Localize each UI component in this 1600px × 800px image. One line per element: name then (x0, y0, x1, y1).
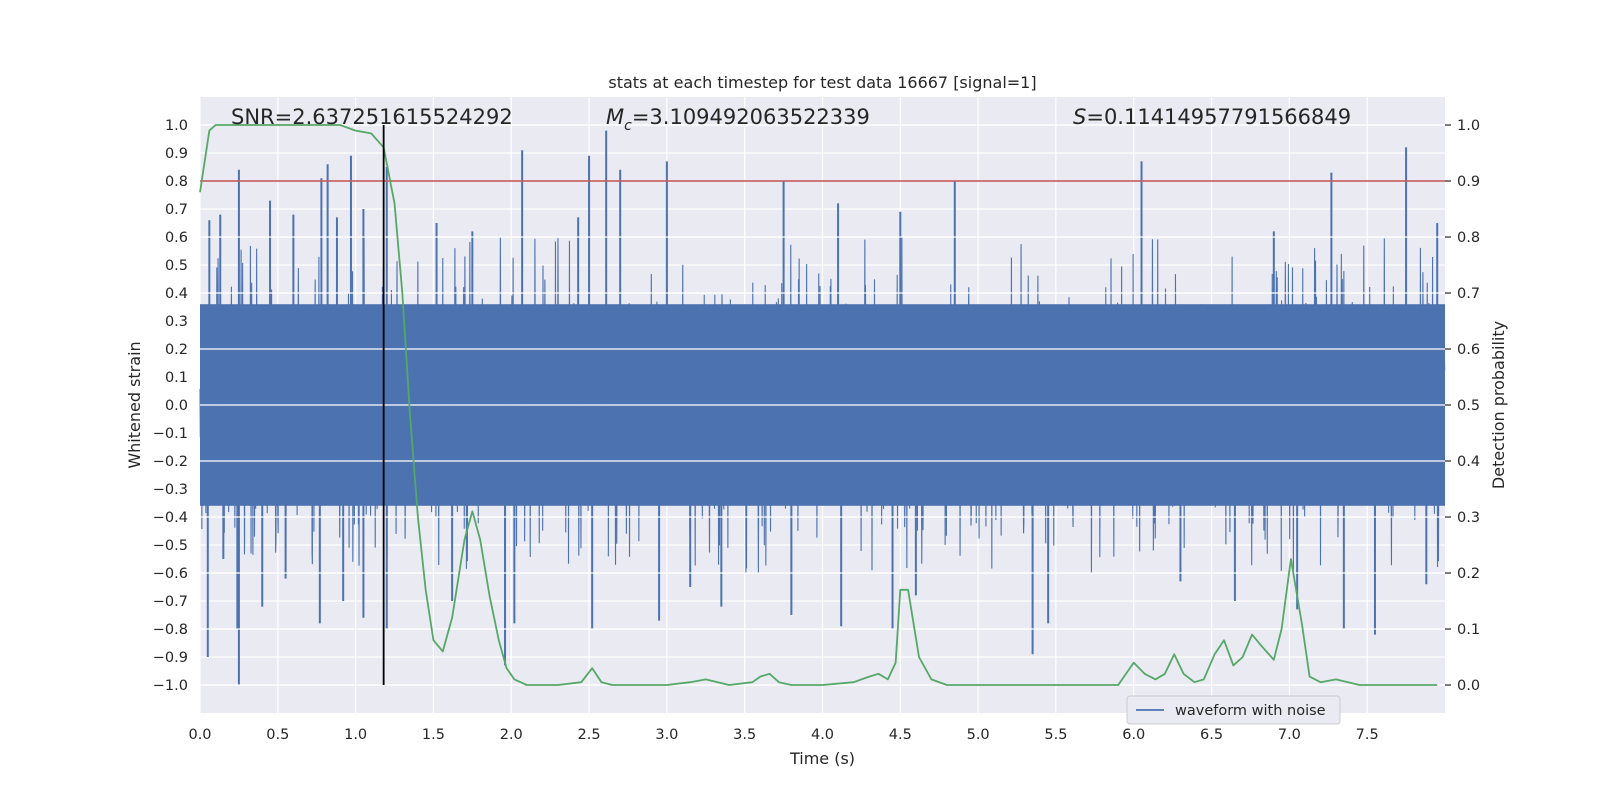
y2-tick-label: 1.0 (1457, 118, 1480, 134)
y-tick-label: −1.0 (153, 678, 188, 694)
y-tick-label: −0.8 (153, 622, 188, 638)
y-tick-label: 0.1 (165, 370, 188, 386)
probability-layer (199, 124, 1438, 686)
y2-tick-label: 0.5 (1457, 398, 1480, 414)
ticks-layer: 0.0 0.5 1.0 1.5 2.0 2.5 3.0 3.5 4.0 4.5 5.0 5.5 6.0 6… (153, 118, 1480, 743)
x-tick-label: 1.5 (422, 727, 445, 743)
probability-line (199, 124, 1438, 686)
y2-tick-label: 0.6 (1457, 342, 1480, 358)
x-tick-label: 0.5 (266, 727, 289, 743)
legend-label: waveform with noise (1175, 703, 1326, 719)
x-tick-label: 7.5 (1356, 727, 1379, 743)
y2-tick-label: 0.1 (1457, 622, 1480, 638)
y-tick-label: −0.2 (153, 454, 188, 470)
x-tick-label: 4.0 (811, 727, 834, 743)
y-tick-label: −0.5 (153, 538, 188, 554)
x-tick-label: 3.0 (655, 727, 678, 743)
x-tick-label: 1.0 (344, 727, 367, 743)
y-tick-label: −0.1 (153, 426, 188, 442)
y2-tick-label: 0.2 (1457, 566, 1480, 582)
y-tick-label: 0.7 (165, 202, 188, 218)
y2-tick-label: 0.4 (1457, 454, 1480, 470)
snr-annotation: SNR=2.637251615524292 (231, 105, 513, 129)
y-tick-label: 0.9 (165, 146, 188, 162)
x-tick-label: 3.5 (733, 727, 756, 743)
s-annotation: S=0.11414957791566849 (1073, 105, 1351, 129)
y-tick-label: −0.3 (153, 482, 188, 498)
y-tick-label: 0.6 (165, 230, 188, 246)
y-tick-label: 1.0 (165, 118, 188, 134)
mc-subscript: c (624, 118, 632, 134)
x-tick-label: 2.0 (500, 727, 523, 743)
y-tick-label: −0.4 (153, 510, 188, 526)
y-tick-label: 0.0 (165, 398, 188, 414)
y-tick-label: 0.8 (165, 174, 188, 190)
chart-title: stats at each timestep for test data 166… (608, 73, 1036, 92)
x-tick-label: 7.0 (1278, 727, 1301, 743)
y2-tick-label: 0.0 (1457, 678, 1480, 694)
legend-box (1126, 695, 1341, 725)
x-tick-label: 6.0 (1122, 727, 1145, 743)
s-value: =0.11414957791566849 (1086, 105, 1351, 129)
y2-axis-label: Detection probability (1489, 321, 1508, 489)
x-tick-label: 2.5 (578, 727, 601, 743)
y-tick-label: 0.4 (165, 286, 188, 302)
y-tick-label: −0.6 (153, 566, 188, 582)
y-tick-label: −0.9 (153, 650, 188, 666)
x-tick-label: 4.5 (889, 727, 912, 743)
x-tick-label: 0.0 (188, 727, 211, 743)
y2-tick-label: 0.7 (1457, 286, 1480, 302)
y-tick-label: 0.2 (165, 342, 188, 358)
s-symbol: S (1073, 105, 1086, 129)
chirp-mass-annotation: Mc=3.109492063522339 (606, 105, 870, 134)
y-axis-label: Whitened strain (125, 341, 144, 468)
y2-tick-label: 0.9 (1457, 174, 1480, 190)
legend: waveform with noise (1126, 695, 1341, 725)
x-axis-label: Time (s) (789, 749, 855, 768)
y-tick-label: −0.7 (153, 594, 188, 610)
y-tick-label: 0.3 (165, 314, 188, 330)
mc-symbol: M (606, 105, 624, 129)
y2-tick-label: 0.8 (1457, 230, 1480, 246)
x-tick-label: 6.5 (1200, 727, 1223, 743)
y2-tick-label: 0.3 (1457, 510, 1480, 526)
y-tick-label: 0.5 (165, 258, 188, 274)
x-tick-label: 5.0 (967, 727, 990, 743)
x-tick-label: 5.5 (1044, 727, 1067, 743)
mc-value: =3.109492063522339 (632, 105, 870, 129)
